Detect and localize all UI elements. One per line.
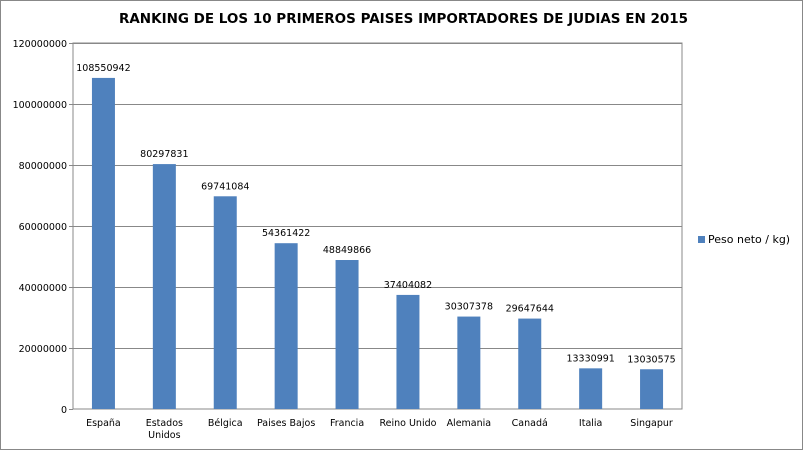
y-tick-label: 80000000 — [19, 161, 67, 172]
bar — [640, 369, 664, 409]
x-tick-label: Reino Unido — [379, 418, 436, 429]
data-label: 30307378 — [445, 302, 493, 313]
bar — [396, 294, 420, 409]
x-tick-label: Singapur — [630, 418, 673, 429]
bar — [335, 260, 359, 409]
data-label: 108550942 — [76, 63, 130, 74]
bar — [579, 368, 603, 409]
chart-title: RANKING DE LOS 10 PRIMEROS PAISES IMPORT… — [118, 11, 689, 27]
legend-swatch — [698, 236, 705, 243]
data-label: 37404082 — [384, 280, 432, 291]
legend-label: Peso neto / kg) — [708, 233, 791, 246]
data-label: 69741084 — [201, 181, 249, 192]
y-tick-label: 120000000 — [13, 39, 67, 50]
x-tick-label: Paises Bajos — [257, 418, 315, 429]
x-tick-label: Canadá — [512, 418, 548, 429]
y-tick-label: 0 — [61, 405, 67, 416]
x-tick-label: Bélgica — [208, 418, 243, 429]
x-tick-label: Francia — [330, 418, 364, 429]
bar — [274, 243, 298, 409]
bar — [91, 77, 115, 410]
y-tick-label: 100000000 — [13, 100, 67, 111]
x-tick-label: España — [86, 418, 121, 429]
bar — [457, 316, 481, 409]
x-tick-label: Italia — [579, 418, 602, 429]
data-label: 80297831 — [140, 149, 188, 160]
x-tick-label: Unidos — [148, 430, 180, 441]
x-tick-label: Estados — [146, 418, 183, 429]
data-label: 13030575 — [627, 354, 675, 365]
data-label: 13330991 — [566, 353, 614, 364]
x-tick-label: Alemania — [447, 418, 492, 429]
legend: Peso neto / kg) — [698, 233, 790, 246]
y-tick-label: 40000000 — [19, 283, 67, 294]
data-label: 48849866 — [323, 245, 371, 256]
y-tick-label: 20000000 — [19, 344, 67, 355]
bar — [213, 196, 237, 409]
bar — [152, 164, 176, 409]
bar — [518, 318, 542, 409]
y-tick-label: 60000000 — [19, 222, 67, 233]
data-label: 29647644 — [506, 304, 554, 315]
data-label: 54361422 — [262, 228, 310, 239]
